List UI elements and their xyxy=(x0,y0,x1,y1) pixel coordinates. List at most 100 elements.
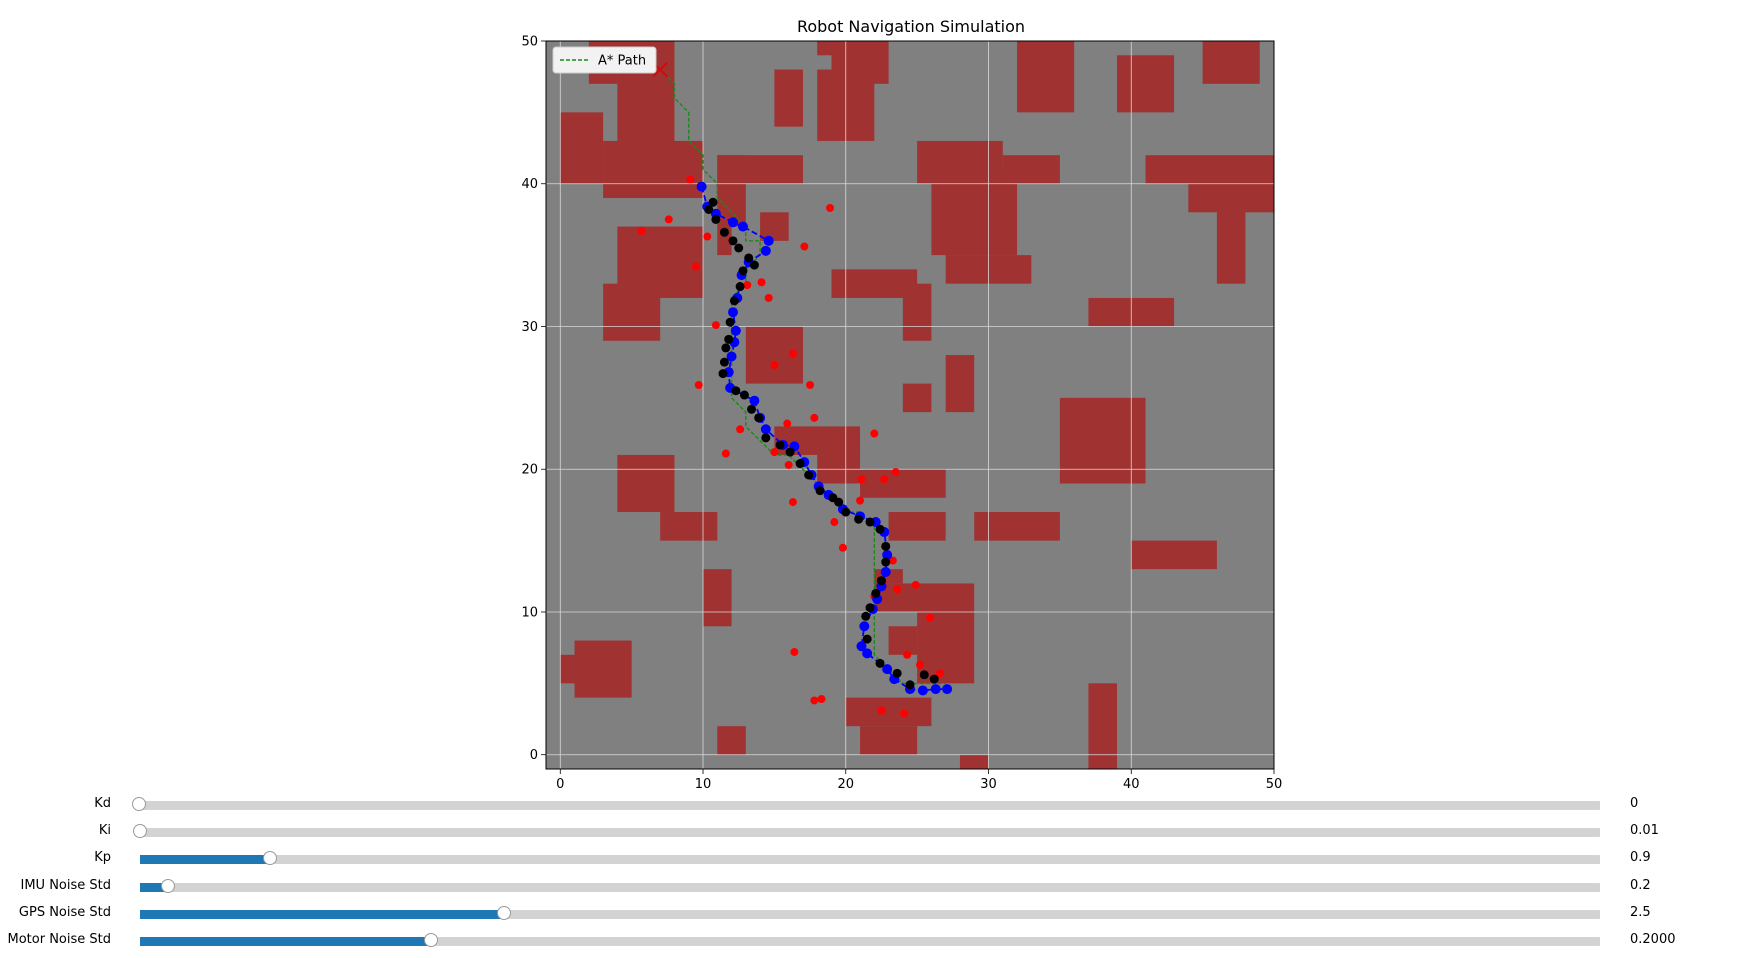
gps-measurement-point xyxy=(838,543,847,552)
slider-track[interactable] xyxy=(140,933,1600,947)
slider-fill xyxy=(140,937,432,946)
true-position-point xyxy=(711,214,721,224)
obstacle xyxy=(902,383,932,413)
y-tick-label: 50 xyxy=(521,35,538,50)
slider-row: Kp 0.9 xyxy=(0,846,1737,873)
true-position-point xyxy=(875,524,885,534)
slider-handle[interactable] xyxy=(424,933,438,947)
gps-measurement-point xyxy=(757,278,766,287)
obstacle xyxy=(874,583,975,612)
gps-measurement-point xyxy=(686,175,695,184)
true-position-point xyxy=(929,674,939,684)
x-tick-label: 50 xyxy=(1266,777,1283,792)
true-position-point xyxy=(804,470,814,480)
estimated-position-point xyxy=(727,217,738,228)
true-position-point xyxy=(731,386,741,396)
obstacle xyxy=(1059,397,1146,484)
true-position-point xyxy=(725,317,735,327)
gps-measurement-point xyxy=(764,293,773,302)
obstacle xyxy=(617,454,675,513)
true-position-point xyxy=(871,588,881,598)
obstacle xyxy=(1116,55,1175,113)
true-position-point xyxy=(881,541,891,551)
gps-measurement-point xyxy=(888,556,897,565)
gps-measurement-point xyxy=(900,709,909,718)
obstacle xyxy=(560,654,575,684)
true-position-point xyxy=(728,236,738,246)
true-position-point xyxy=(795,459,805,469)
gps-measurement-point xyxy=(893,585,902,594)
obstacle xyxy=(1017,41,1075,113)
obstacle-layer xyxy=(560,41,1274,769)
slider-label: Kp xyxy=(94,850,111,865)
slider-handle[interactable] xyxy=(497,906,511,920)
true-position-point xyxy=(865,517,875,527)
obstacle xyxy=(717,155,803,184)
true-position-point xyxy=(862,634,872,644)
estimated-position-point xyxy=(859,621,870,632)
slider-row: IMU Noise Std 0.2 xyxy=(0,874,1737,901)
y-tick-label: 30 xyxy=(521,320,538,335)
gps-measurement-point xyxy=(721,449,730,458)
gps-measurement-point xyxy=(826,204,835,213)
obstacle xyxy=(902,283,932,341)
true-position-point xyxy=(704,204,714,214)
true-position-point xyxy=(815,486,825,496)
slider-row: Motor Noise Std 0.2000 xyxy=(0,928,1737,955)
slider-row: GPS Noise Std 2.5 xyxy=(0,901,1737,928)
true-position-point xyxy=(761,433,771,443)
true-position-point xyxy=(749,260,759,270)
gps-measurement-point xyxy=(830,518,839,527)
legend-box xyxy=(552,46,657,74)
slider-fill xyxy=(140,883,170,892)
obstacle xyxy=(603,140,704,199)
estimated-position-point xyxy=(727,307,738,318)
slider-track[interactable] xyxy=(133,824,1600,838)
obstacle xyxy=(1202,41,1260,84)
x-tick-label: 40 xyxy=(1123,777,1140,792)
slider-handle[interactable] xyxy=(263,851,278,865)
slider-track[interactable] xyxy=(140,879,1600,893)
slider-handle[interactable] xyxy=(132,797,146,811)
gps-measurement-point xyxy=(788,498,797,507)
gps-measurement-point xyxy=(703,232,712,241)
slider-handle[interactable] xyxy=(161,879,176,893)
gps-measurement-point xyxy=(891,468,900,477)
slider-value: 0.2 xyxy=(1630,878,1651,893)
gps-measurement-point xyxy=(736,425,745,434)
obstacle xyxy=(888,626,918,655)
slider-row: Kd 0 xyxy=(0,792,1737,819)
obstacle xyxy=(917,140,1003,184)
gps-measurement-point xyxy=(790,647,799,656)
slider-handle[interactable] xyxy=(133,824,148,838)
x-tick-label: 30 xyxy=(980,777,997,792)
obstacle xyxy=(1216,198,1246,284)
navigation-chart: Robot Navigation Simulation 0 10 20 30 40 500… xyxy=(521,17,1283,792)
y-tick-label: 0 xyxy=(530,748,538,763)
obstacle xyxy=(1002,155,1060,184)
gps-measurement-point xyxy=(800,242,809,251)
true-position-point xyxy=(905,680,915,690)
estimated-position-point xyxy=(917,685,928,696)
obstacle xyxy=(703,569,732,627)
gps-measurement-point xyxy=(880,475,889,484)
estimated-position-point xyxy=(882,549,893,560)
gps-measurement-point xyxy=(915,660,924,669)
slider-label: IMU Noise Std xyxy=(20,878,112,893)
estimated-position-point xyxy=(930,684,941,695)
slider-track[interactable] xyxy=(140,851,1600,865)
gps-measurement-point xyxy=(770,448,779,457)
true-position-point xyxy=(744,253,754,263)
y-tick-label: 10 xyxy=(521,605,538,620)
gps-measurement-point xyxy=(770,361,779,370)
slider-value: 0.9 xyxy=(1630,850,1651,865)
plot-frame xyxy=(545,40,1275,770)
gps-measurement-point xyxy=(637,226,646,235)
true-position-point xyxy=(724,334,734,344)
slider-track[interactable] xyxy=(140,906,1600,920)
slider-label: GPS Noise Std xyxy=(18,905,111,920)
gps-measurement-point xyxy=(664,215,673,224)
gps-measurement-point xyxy=(877,706,886,715)
slider-track[interactable] xyxy=(132,797,1600,811)
true-position-point xyxy=(881,557,891,567)
